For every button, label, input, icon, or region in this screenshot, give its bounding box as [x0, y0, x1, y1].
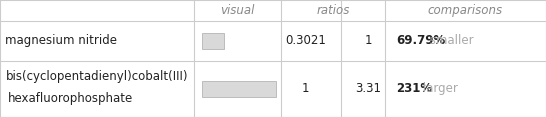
- FancyBboxPatch shape: [202, 33, 224, 49]
- Text: 231%: 231%: [396, 82, 432, 95]
- FancyBboxPatch shape: [202, 81, 276, 97]
- Text: 0.3021: 0.3021: [286, 34, 326, 48]
- Text: magnesium nitride: magnesium nitride: [5, 34, 117, 48]
- Text: comparisons: comparisons: [428, 4, 503, 17]
- Text: visual: visual: [221, 4, 254, 17]
- Text: 3.31: 3.31: [355, 82, 382, 95]
- Text: 1: 1: [302, 82, 310, 95]
- Text: hexafluorophosphate: hexafluorophosphate: [8, 92, 133, 105]
- Text: bis(cyclopentadienyl)cobalt(III): bis(cyclopentadienyl)cobalt(III): [5, 69, 188, 83]
- Text: 69.79%: 69.79%: [396, 34, 445, 48]
- Text: ratios: ratios: [316, 4, 350, 17]
- Text: smaller: smaller: [426, 34, 473, 48]
- Text: larger: larger: [419, 82, 458, 95]
- Text: 1: 1: [365, 34, 372, 48]
